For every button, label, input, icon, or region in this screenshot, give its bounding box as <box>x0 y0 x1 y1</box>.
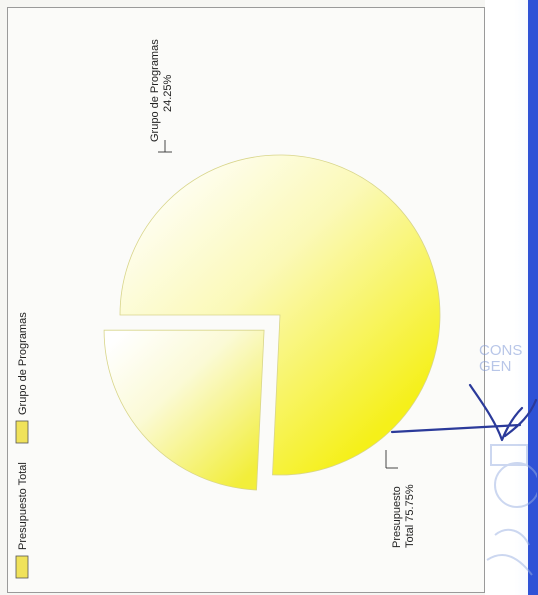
data-label-grupo-line1: Grupo de Programas <box>149 39 161 142</box>
pie-slice-grupo-de-programas <box>103 329 265 491</box>
legend-label-grupo-de-programas: Grupo de Programas <box>17 312 29 415</box>
data-label-presupuesto-total: Presupuesto Total 75.75% <box>391 484 416 548</box>
chart-legend: Presupuesto Total Grupo de Programas <box>15 312 29 579</box>
data-label-grupo-de-programas: Grupo de Programas 24.25% <box>149 39 174 142</box>
stamp-text-line2: GEN <box>479 358 512 375</box>
pie-slice-presupuesto-total <box>119 154 441 476</box>
data-label-presupuesto-total-line1: Presupuesto <box>391 486 403 548</box>
handwritten-signature <box>390 383 538 442</box>
official-stamp: CONS GEN <box>477 325 537 595</box>
legend-swatch-grupo-de-programas <box>15 420 29 444</box>
legend-label-presupuesto-total: Presupuesto Total <box>17 462 29 550</box>
binding-strip <box>528 0 538 595</box>
data-label-grupo-line2: 24.25% <box>162 74 174 112</box>
data-label-presupuesto-total-line2: Total 75.75% <box>404 484 416 548</box>
stamp-text-line1: CONS <box>479 342 522 359</box>
legend-swatch-presupuesto-total <box>15 555 29 579</box>
